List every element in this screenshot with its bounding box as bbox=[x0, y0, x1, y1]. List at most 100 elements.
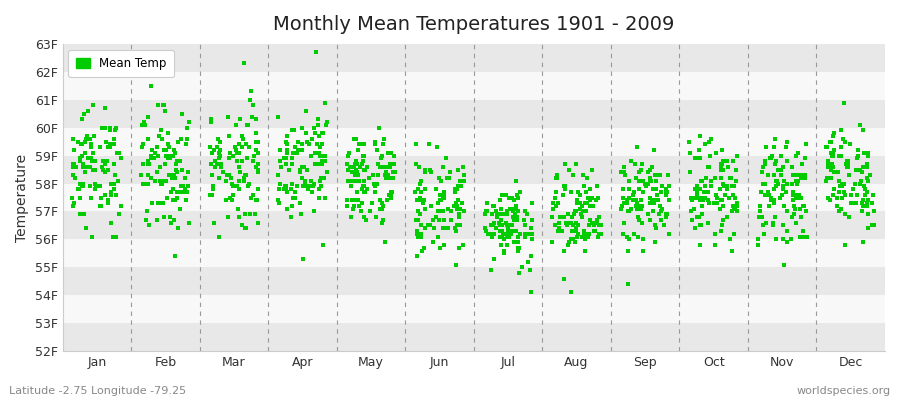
Point bbox=[684, 208, 698, 215]
Point bbox=[499, 192, 513, 198]
Point bbox=[363, 208, 377, 215]
Point bbox=[493, 228, 508, 234]
Point bbox=[525, 200, 539, 206]
Point bbox=[162, 155, 176, 162]
Point bbox=[451, 166, 465, 173]
Point bbox=[511, 234, 526, 240]
Point bbox=[382, 192, 396, 198]
Point bbox=[631, 234, 645, 240]
Point bbox=[479, 228, 493, 234]
Point bbox=[382, 175, 396, 181]
Point bbox=[271, 197, 285, 204]
Point bbox=[486, 220, 500, 226]
Point bbox=[344, 164, 358, 170]
Point bbox=[509, 203, 524, 209]
Point bbox=[150, 200, 165, 206]
Point bbox=[578, 200, 592, 206]
Point bbox=[280, 141, 294, 148]
Point bbox=[548, 194, 562, 201]
Point bbox=[153, 164, 167, 170]
Point bbox=[700, 197, 715, 204]
Point bbox=[205, 172, 220, 178]
Point bbox=[225, 197, 239, 204]
Point bbox=[489, 208, 503, 215]
Point bbox=[85, 234, 99, 240]
Point bbox=[449, 200, 464, 206]
Point bbox=[300, 166, 314, 173]
Point bbox=[87, 158, 102, 164]
Point bbox=[852, 180, 867, 187]
Point bbox=[632, 178, 646, 184]
Point bbox=[500, 231, 514, 237]
Point bbox=[174, 189, 188, 195]
Point bbox=[773, 194, 788, 201]
Point bbox=[313, 178, 328, 184]
Point bbox=[169, 166, 184, 173]
Point bbox=[73, 180, 87, 187]
Point bbox=[767, 200, 781, 206]
Point bbox=[211, 136, 225, 142]
Point bbox=[154, 180, 168, 187]
Point bbox=[481, 231, 495, 237]
Point bbox=[236, 136, 250, 142]
Point bbox=[580, 175, 595, 181]
Point bbox=[83, 155, 97, 162]
Point bbox=[83, 136, 97, 142]
Point bbox=[410, 161, 424, 167]
Point bbox=[84, 144, 98, 150]
Point bbox=[155, 180, 169, 187]
Point bbox=[68, 164, 83, 170]
Point bbox=[491, 211, 505, 218]
Point bbox=[386, 152, 400, 159]
Point bbox=[784, 236, 798, 243]
Point bbox=[632, 186, 646, 192]
Point bbox=[854, 200, 868, 206]
Point bbox=[590, 217, 604, 223]
Point bbox=[226, 152, 240, 159]
Point bbox=[66, 136, 80, 142]
Point bbox=[629, 144, 643, 150]
Point bbox=[108, 172, 122, 178]
Point bbox=[582, 194, 597, 201]
Point bbox=[340, 197, 355, 204]
Point bbox=[223, 150, 238, 156]
Point bbox=[853, 122, 868, 128]
Point bbox=[685, 197, 699, 204]
Point bbox=[379, 175, 393, 181]
Point bbox=[848, 200, 862, 206]
Point bbox=[418, 225, 432, 232]
Point bbox=[437, 217, 452, 223]
Point bbox=[382, 161, 397, 167]
Point bbox=[374, 152, 389, 159]
Point bbox=[87, 186, 102, 192]
Point bbox=[164, 220, 178, 226]
Point bbox=[626, 192, 640, 198]
Point bbox=[832, 152, 846, 159]
Point bbox=[241, 144, 256, 150]
Point bbox=[168, 161, 183, 167]
Point bbox=[648, 239, 662, 246]
Point bbox=[220, 113, 235, 120]
Point bbox=[385, 169, 400, 176]
Point bbox=[630, 200, 644, 206]
Point bbox=[212, 175, 226, 181]
Point bbox=[112, 211, 127, 218]
Point bbox=[422, 141, 436, 148]
Point bbox=[518, 217, 532, 223]
Point bbox=[175, 166, 189, 173]
Point bbox=[436, 192, 451, 198]
Point bbox=[271, 113, 285, 120]
Point bbox=[494, 222, 508, 229]
Point bbox=[238, 225, 252, 232]
Point bbox=[207, 147, 221, 153]
Point bbox=[652, 172, 667, 178]
Point bbox=[171, 225, 185, 232]
Point bbox=[348, 172, 363, 178]
Point bbox=[177, 186, 192, 192]
Point bbox=[827, 130, 842, 136]
Point bbox=[448, 189, 463, 195]
Point bbox=[690, 189, 705, 195]
Point bbox=[222, 172, 237, 178]
Point bbox=[170, 169, 184, 176]
Point bbox=[204, 119, 219, 125]
